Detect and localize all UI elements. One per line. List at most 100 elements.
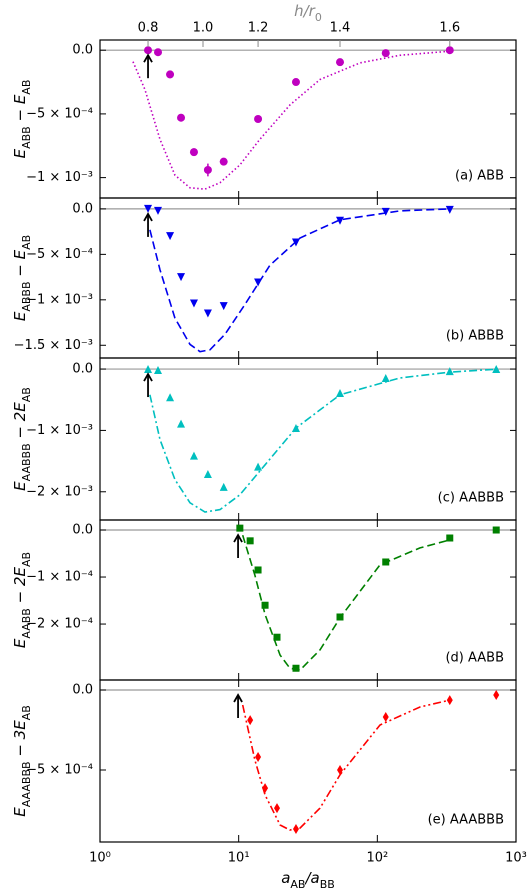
data-point <box>382 712 389 723</box>
arrow-head <box>143 212 153 222</box>
y-tick-label: −1.5 × 10⁻³ <box>14 338 93 353</box>
y-tick-label: 0.0 <box>72 683 93 698</box>
data-point <box>144 46 153 55</box>
y-axis-label-part: − E <box>11 249 29 281</box>
y-axis-label-sub: ABB <box>20 126 33 149</box>
panel-frame <box>99 679 517 843</box>
x-tick-label: 10¹ <box>228 851 250 866</box>
fit-curve <box>241 699 450 831</box>
y-axis-label-part: − 2E <box>11 566 29 608</box>
data-point <box>255 752 262 763</box>
y-tick-label: −5 × 10⁻⁴ <box>26 763 93 778</box>
x2-tick-label: 1.6 <box>439 21 460 36</box>
data-point <box>189 451 198 460</box>
x-axis-label-sub: AB <box>290 878 305 889</box>
data-point <box>445 205 454 214</box>
y-axis-label-sub: AB <box>20 387 33 402</box>
panel-label: (e) AAABBB <box>428 813 504 828</box>
data-point <box>274 803 281 814</box>
x-axis-label: aAB/aBB <box>281 869 335 889</box>
y-axis-label: EABB − EAB <box>11 80 33 159</box>
data-point <box>492 526 500 534</box>
y-axis-label-part: E <box>11 807 29 817</box>
y-axis-label-part: − 2E <box>11 402 29 444</box>
data-point <box>254 115 263 123</box>
data-point <box>166 232 175 241</box>
y-axis-label-sub: ABBB <box>20 282 33 312</box>
data-point <box>262 783 269 794</box>
data-point <box>261 601 269 609</box>
data-point <box>236 524 244 532</box>
x-tick-label: 10⁰ <box>89 851 111 866</box>
data-point <box>154 206 163 215</box>
data-point <box>337 765 344 775</box>
arrow-head <box>143 372 153 382</box>
data-point <box>144 204 153 213</box>
data-point <box>381 374 390 383</box>
x-axis-label-part: a <box>281 869 290 887</box>
y-axis-label-part: E <box>11 311 29 321</box>
y-axis-label: EAABB − 2EAB <box>11 552 33 648</box>
y-tick-label: −1 × 10⁻³ <box>26 170 93 185</box>
data-point <box>166 70 175 79</box>
x2-axis-label-sub: 0 <box>315 11 322 24</box>
x2-axis-label: h/r0 <box>294 2 322 24</box>
arrow-head <box>233 533 243 543</box>
data-point <box>177 273 186 282</box>
x-tick-label: 10² <box>366 851 388 866</box>
data-point <box>154 366 163 375</box>
y-axis-label: EABBB − EAB <box>11 235 33 321</box>
arrow-head <box>233 693 243 703</box>
data-point <box>166 393 175 402</box>
data-point <box>189 299 198 308</box>
y-tick-label: 0.0 <box>72 43 93 58</box>
data-point <box>445 46 454 55</box>
fit-curve <box>132 50 450 190</box>
data-point <box>291 78 300 87</box>
y-axis-label-part: − E <box>11 94 29 126</box>
x2-tick-label: 1.4 <box>330 21 351 36</box>
data-point <box>445 367 454 376</box>
x2-tick-label: 1.2 <box>248 21 269 36</box>
y-tick-label: −1 × 10⁻³ <box>26 423 93 438</box>
data-point <box>144 365 153 374</box>
y-axis-label-part: E <box>11 148 29 158</box>
y-tick-label: −1 × 10⁻⁴ <box>26 570 93 585</box>
y-axis-label-part: E <box>11 638 29 648</box>
panel-label: (b) ABBB <box>446 329 504 344</box>
data-point <box>493 689 500 700</box>
data-point <box>246 537 254 545</box>
y-axis-label-sub: AB <box>20 552 33 567</box>
panel-frame <box>99 39 517 199</box>
y-tick-label: 0.0 <box>72 201 93 216</box>
fit-curve <box>149 208 450 353</box>
data-point <box>254 462 263 471</box>
data-point <box>336 388 345 397</box>
x2-tick-label: 1.0 <box>193 21 214 36</box>
x2-axis-label-part: h/r <box>294 2 316 20</box>
y-tick-label: −1 × 10⁻³ <box>26 292 93 307</box>
x-axis-label-part: /a <box>303 869 319 887</box>
data-point <box>446 695 453 706</box>
data-point <box>292 664 300 672</box>
data-point <box>219 157 228 166</box>
y-axis-label: EAABBB − 2EAB <box>11 387 33 491</box>
y-axis-label-part: E <box>11 481 29 491</box>
data-point <box>219 302 228 311</box>
y-tick-label: 0.0 <box>72 523 93 538</box>
data-point <box>492 365 501 374</box>
data-point <box>177 419 186 428</box>
panel-label: (a) ABB <box>455 169 504 184</box>
data-point <box>203 469 212 478</box>
arrow-head <box>143 53 153 63</box>
data-point <box>254 566 262 574</box>
y-axis-label-sub: AB <box>20 80 33 95</box>
data-point <box>247 715 254 726</box>
data-point <box>381 49 390 58</box>
x-tick-label: 10³ <box>505 851 527 866</box>
data-point <box>381 207 390 216</box>
data-point <box>446 534 454 542</box>
data-point <box>177 113 186 122</box>
data-point <box>189 148 198 157</box>
